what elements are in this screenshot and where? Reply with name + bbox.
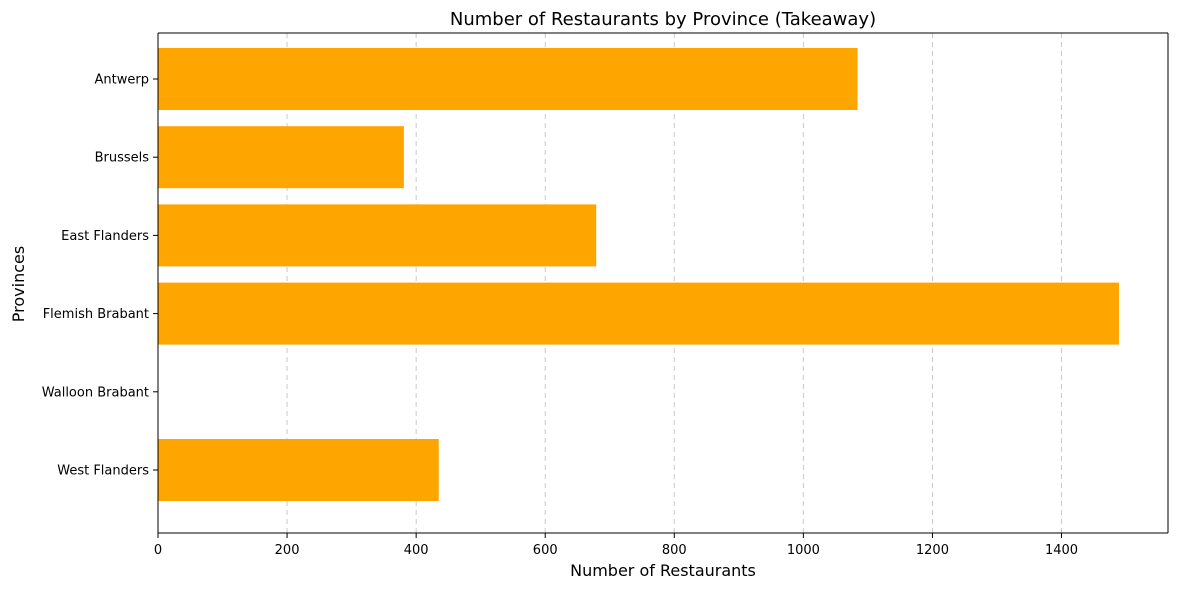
chart-title: Number of Restaurants by Province (Takea… <box>450 9 876 30</box>
x-tick-label: 600 <box>533 543 558 558</box>
y-axis-title: Provinces <box>9 246 28 322</box>
x-tick-label: 1200 <box>916 543 949 558</box>
bar <box>158 48 858 110</box>
y-ticks: Antwerp Brussels East Flanders Flemish Brab… <box>42 73 158 479</box>
y-tick-label: Antwerp <box>95 73 149 88</box>
bar <box>158 126 404 189</box>
x-tick-label: 1400 <box>1045 543 1078 558</box>
x-tick-label: 1000 <box>787 543 820 558</box>
bar <box>158 282 1119 345</box>
y-tick-label: Flemish Brabant <box>43 307 149 322</box>
x-tick-label: 800 <box>662 543 687 558</box>
bar <box>158 204 597 267</box>
x-ticks: 0 200 400 600 800 1000 1200 1400 <box>154 533 1078 558</box>
y-tick-label: West Flanders <box>57 464 149 479</box>
bar <box>158 439 439 501</box>
x-axis-title: Number of Restaurants <box>570 561 756 580</box>
y-tick-label: Walloon Brabant <box>42 385 149 400</box>
x-tick-label: 400 <box>404 543 429 558</box>
y-tick-label: Brussels <box>95 151 150 166</box>
axes <box>157 32 1169 534</box>
bars <box>158 48 1119 501</box>
x-tick-label: 0 <box>154 543 162 558</box>
x-tick-label: 200 <box>275 543 300 558</box>
y-tick-label: East Flanders <box>61 229 149 244</box>
